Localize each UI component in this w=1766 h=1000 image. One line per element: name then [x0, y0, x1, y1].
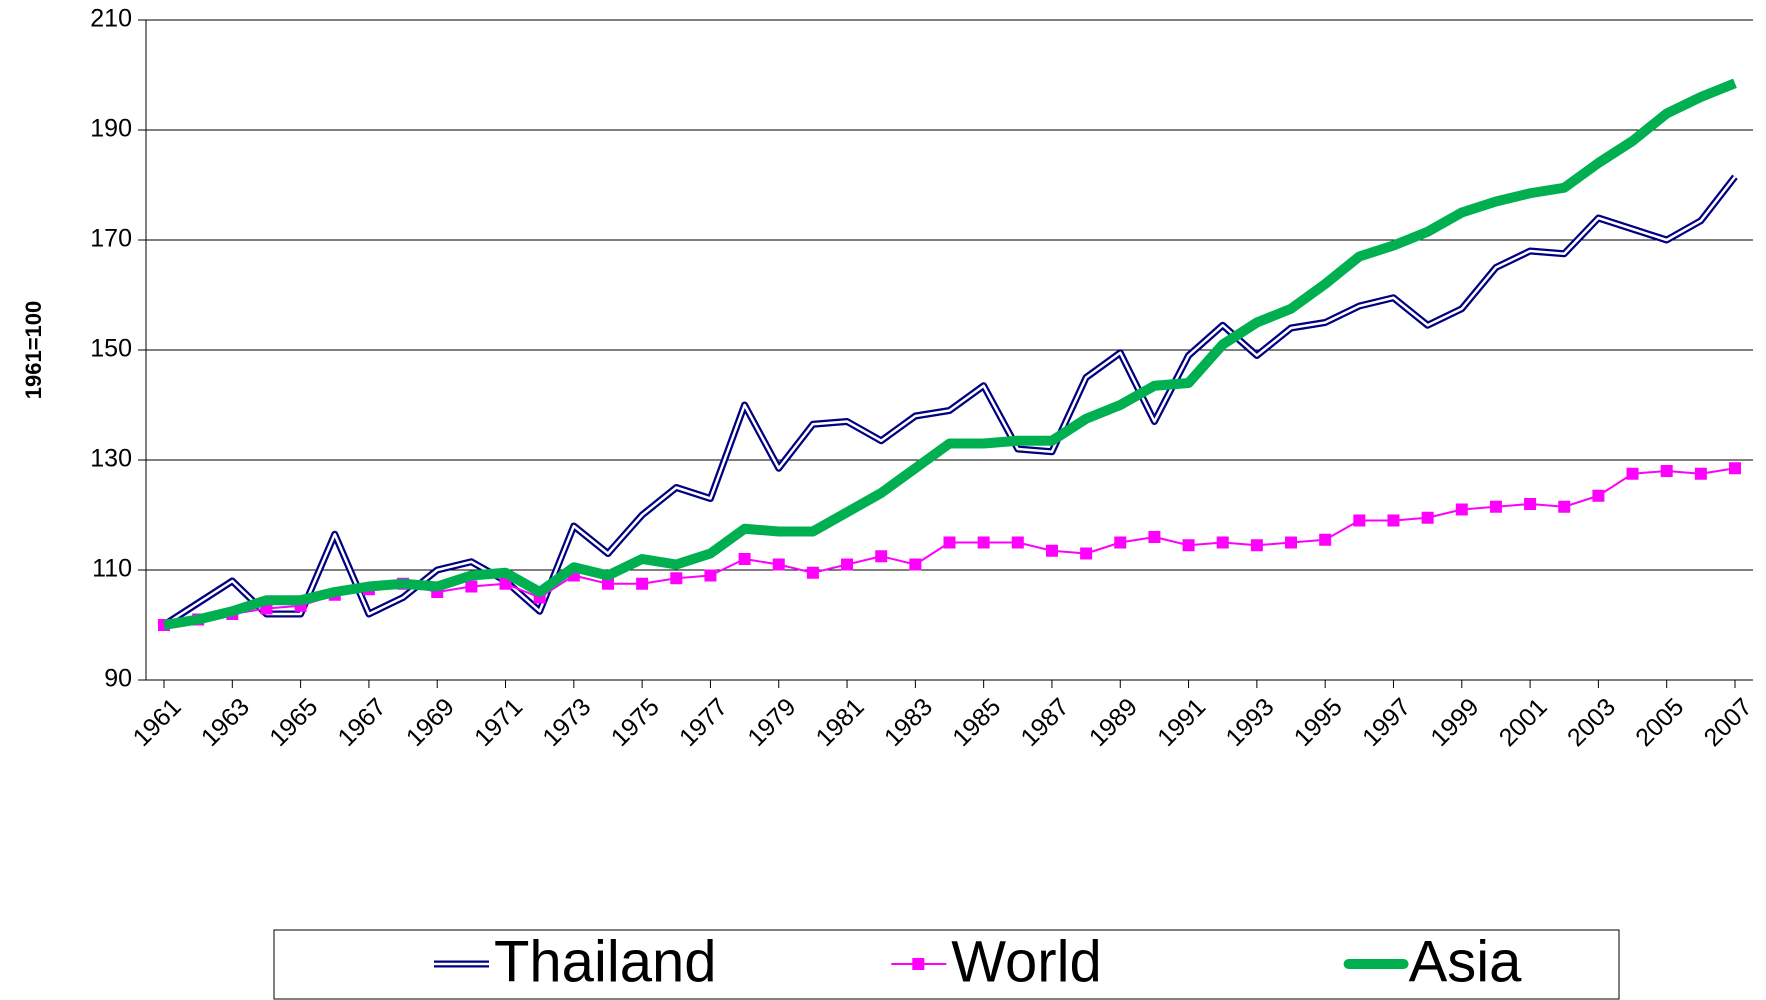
series-line — [162, 174, 1738, 628]
x-tick-label: 1971 — [469, 693, 528, 752]
x-tick-label: 1989 — [1084, 693, 1143, 752]
x-tick-label: 1973 — [537, 693, 596, 752]
series-marker — [1421, 511, 1434, 524]
series-marker — [943, 536, 956, 549]
series-marker — [1011, 536, 1024, 549]
x-tick-label: 1963 — [196, 693, 255, 752]
series-line-inner — [163, 175, 1736, 627]
series-marker — [738, 553, 751, 565]
x-tick-label: 1985 — [947, 693, 1006, 752]
y-tick-label: 170 — [90, 225, 132, 253]
y-tick-label: 110 — [92, 555, 132, 583]
series-marker — [465, 580, 478, 593]
x-tick-label: 2003 — [1562, 693, 1621, 752]
legend-label: World — [951, 929, 1101, 994]
legend-label: Asia — [1409, 929, 1523, 994]
series-marker — [1455, 503, 1468, 516]
series-marker — [1319, 533, 1332, 546]
series-marker — [1285, 536, 1298, 549]
series-marker — [499, 577, 512, 590]
series-marker — [1558, 500, 1571, 513]
x-tick-label: 2007 — [1699, 693, 1758, 752]
series-marker — [977, 536, 990, 549]
series-marker — [1694, 467, 1707, 480]
series-marker — [772, 558, 785, 571]
series-marker — [1182, 539, 1195, 552]
series-marker — [1250, 539, 1263, 552]
series-marker — [875, 550, 888, 563]
y-tick-label: 190 — [90, 115, 132, 143]
x-tick-label: 1995 — [1289, 693, 1348, 752]
series-marker — [1660, 465, 1673, 477]
series-marker — [806, 566, 819, 579]
series-marker — [1489, 500, 1502, 513]
series-marker — [1524, 498, 1537, 510]
x-tick-label: 1979 — [742, 693, 801, 752]
series-marker — [704, 569, 717, 582]
x-tick-label: 1965 — [264, 693, 323, 752]
series-marker — [909, 558, 922, 571]
series-marker — [1080, 547, 1093, 560]
x-tick-label: 1961 — [128, 693, 187, 752]
series-marker — [841, 558, 854, 571]
x-tick-label: 1991 — [1152, 693, 1211, 752]
y-tick-label: 150 — [90, 335, 132, 363]
x-tick-label: 1983 — [879, 693, 938, 752]
x-tick-label: 1981 — [811, 693, 870, 752]
series-marker — [601, 577, 614, 590]
x-tick-label: 2005 — [1630, 693, 1689, 752]
x-tick-label: 2001 — [1494, 693, 1553, 752]
legend-label: Thailand — [494, 929, 716, 994]
series-marker — [636, 577, 649, 590]
series-marker — [1626, 467, 1639, 480]
x-tick-label: 1999 — [1425, 693, 1484, 752]
series-marker — [1353, 514, 1366, 527]
y-tick-label: 130 — [90, 445, 132, 473]
x-tick-label: 1987 — [1016, 693, 1075, 752]
x-tick-label: 1967 — [332, 693, 391, 752]
series-marker — [1729, 462, 1741, 475]
series-marker — [1045, 544, 1058, 557]
x-tick-label: 1969 — [401, 693, 460, 752]
x-tick-label: 1993 — [1220, 693, 1279, 752]
y-axis-label: 1961=100 — [21, 301, 46, 400]
series-marker — [670, 572, 683, 585]
legend-swatch-marker — [912, 958, 925, 970]
x-tick-label: 1977 — [674, 693, 733, 752]
y-tick-label: 210 — [90, 5, 132, 33]
series-marker — [1216, 536, 1229, 549]
series-marker — [1114, 536, 1127, 549]
series-line — [163, 78, 1737, 630]
y-tick-label: 90 — [104, 665, 132, 693]
x-tick-label: 1975 — [606, 693, 665, 752]
x-tick-label: 1997 — [1357, 693, 1416, 752]
series-marker — [1387, 514, 1400, 527]
series-marker — [1592, 489, 1605, 502]
series-marker — [1148, 531, 1161, 543]
